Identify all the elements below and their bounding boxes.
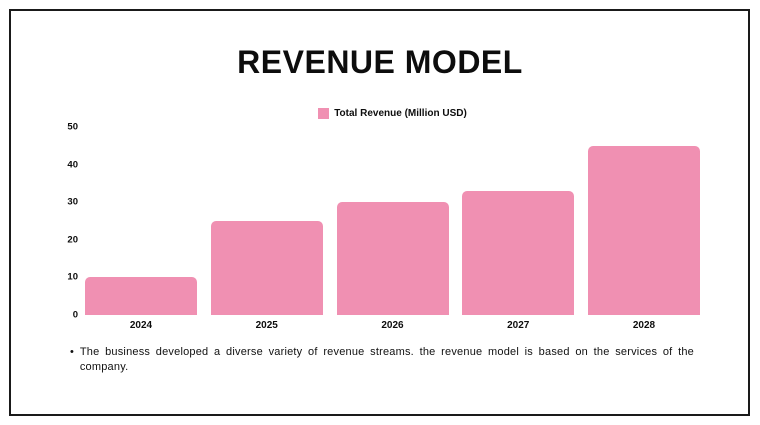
bar-chart: 2024 2025 2026 2027 2028: [85, 127, 700, 331]
bar-column-2024: 2024: [85, 127, 197, 331]
bar-2025: [210, 221, 323, 315]
bar-2028: [588, 145, 700, 315]
x-axis-label-2027: 2027: [507, 320, 530, 331]
y-tick-label-50: 50: [67, 121, 78, 133]
bar-column-2025: 2025: [210, 127, 323, 331]
x-axis-label-2024: 2024: [129, 320, 153, 331]
bar-2024: [85, 277, 197, 315]
x-axis-label-2028: 2028: [632, 320, 656, 331]
legend-swatch-total-revenue: [318, 108, 330, 119]
page-title: REVENUE MODEL: [237, 44, 523, 80]
bar-column-2028: 2028: [588, 127, 700, 331]
bullet-icon: •: [70, 346, 74, 358]
chart-legend: Total Revenue (Million USD): [85, 108, 700, 119]
bar-2026: [336, 202, 449, 315]
footnote: • The business developed a diverse varie…: [70, 345, 694, 375]
y-tick-label-0: 0: [72, 309, 78, 321]
y-tick-label-20: 20: [67, 234, 78, 246]
x-axis-label-2026: 2026: [381, 320, 404, 331]
bars: 2024 2025 2026 2027 2028: [85, 127, 700, 331]
y-tick-label-10: 10: [67, 271, 78, 283]
bar-2027: [462, 190, 575, 315]
y-tick-label-40: 40: [67, 159, 78, 171]
y-axis: 0 10 20 30 40 50: [48, 122, 78, 321]
legend-label: Total Revenue (Million USD): [334, 108, 467, 119]
bar-column-2027: 2027: [462, 127, 575, 331]
bar-column-2026: 2026: [336, 127, 449, 331]
footnote-text: The business developed a diverse variety…: [79, 346, 694, 373]
x-axis-label-2025: 2025: [255, 320, 278, 331]
y-tick-label-30: 30: [67, 196, 78, 208]
